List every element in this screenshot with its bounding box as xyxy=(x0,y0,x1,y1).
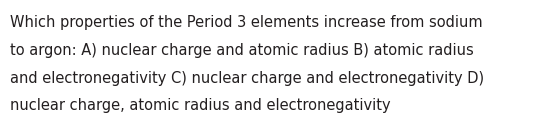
Text: and electronegativity C) nuclear charge and electronegativity D): and electronegativity C) nuclear charge … xyxy=(10,71,484,86)
Text: to argon: A) nuclear charge and atomic radius B) atomic radius: to argon: A) nuclear charge and atomic r… xyxy=(10,43,474,58)
Text: Which properties of the Period 3 elements increase from sodium: Which properties of the Period 3 element… xyxy=(10,15,483,30)
Text: nuclear charge, atomic radius and electronegativity: nuclear charge, atomic radius and electr… xyxy=(10,98,391,113)
